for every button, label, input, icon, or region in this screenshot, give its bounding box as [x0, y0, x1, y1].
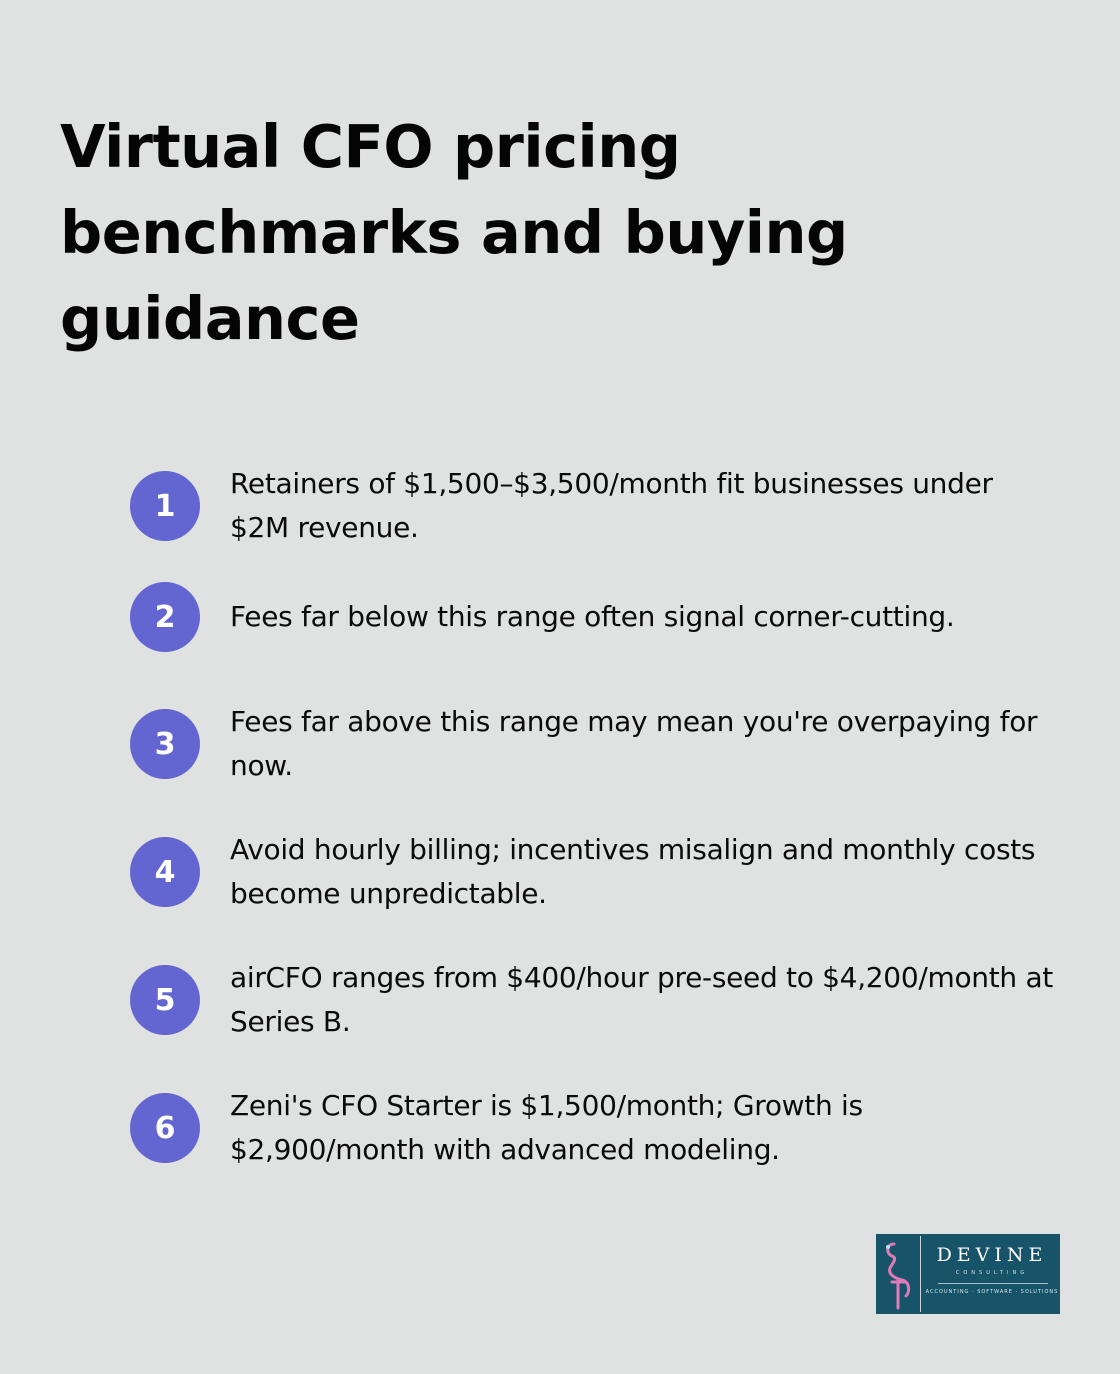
- devine-consulting-logo: DEVINE CONSULTING ACCOUNTING · SOFTWARE …: [876, 1234, 1060, 1314]
- step-number-badge: 6: [130, 1093, 200, 1163]
- step-number-badge: 5: [130, 965, 200, 1035]
- item-text: Retainers of $1,500–$3,500/month fit bus…: [230, 467, 993, 544]
- list-item: 3 Fees far above this range may mean you…: [130, 700, 1060, 788]
- step-number-badge: 3: [130, 709, 200, 779]
- list-item: 5 airCFO ranges from $400/hour pre-seed …: [130, 956, 1060, 1044]
- logo-brand: DEVINE: [936, 1244, 1048, 1266]
- logo-tagline: ACCOUNTING · SOFTWARE · SOLUTIONS: [925, 1289, 1059, 1295]
- item-text: Fees far below this range often signal c…: [230, 600, 955, 633]
- list-item: 2 Fees far below this range often signal…: [130, 582, 1060, 652]
- list-item: 4 Avoid hourly billing; incentives misal…: [130, 828, 1060, 916]
- item-text: airCFO ranges from $400/hour pre-seed to…: [230, 961, 1053, 1038]
- page-title: Virtual CFO pricing benchmarks and buyin…: [60, 112, 848, 353]
- list-item: 6 Zeni's CFO Starter is $1,500/month; Gr…: [130, 1084, 1060, 1172]
- step-number-badge: 4: [130, 837, 200, 907]
- logo-divider: [920, 1236, 921, 1312]
- list-item: 1 Retainers of $1,500–$3,500/month fit b…: [130, 462, 1060, 550]
- logo-rule: [938, 1283, 1048, 1284]
- step-number-badge: 2: [130, 582, 200, 652]
- logo-subtitle: CONSULTING: [955, 1270, 1029, 1276]
- item-text: Avoid hourly billing; incentives misalig…: [230, 833, 1036, 910]
- step-number-badge: 1: [130, 471, 200, 541]
- item-text: Zeni's CFO Starter is $1,500/month; Grow…: [230, 1089, 863, 1166]
- item-text: Fees far above this range may mean you'r…: [230, 705, 1038, 782]
- flamingo-icon: [886, 1242, 911, 1310]
